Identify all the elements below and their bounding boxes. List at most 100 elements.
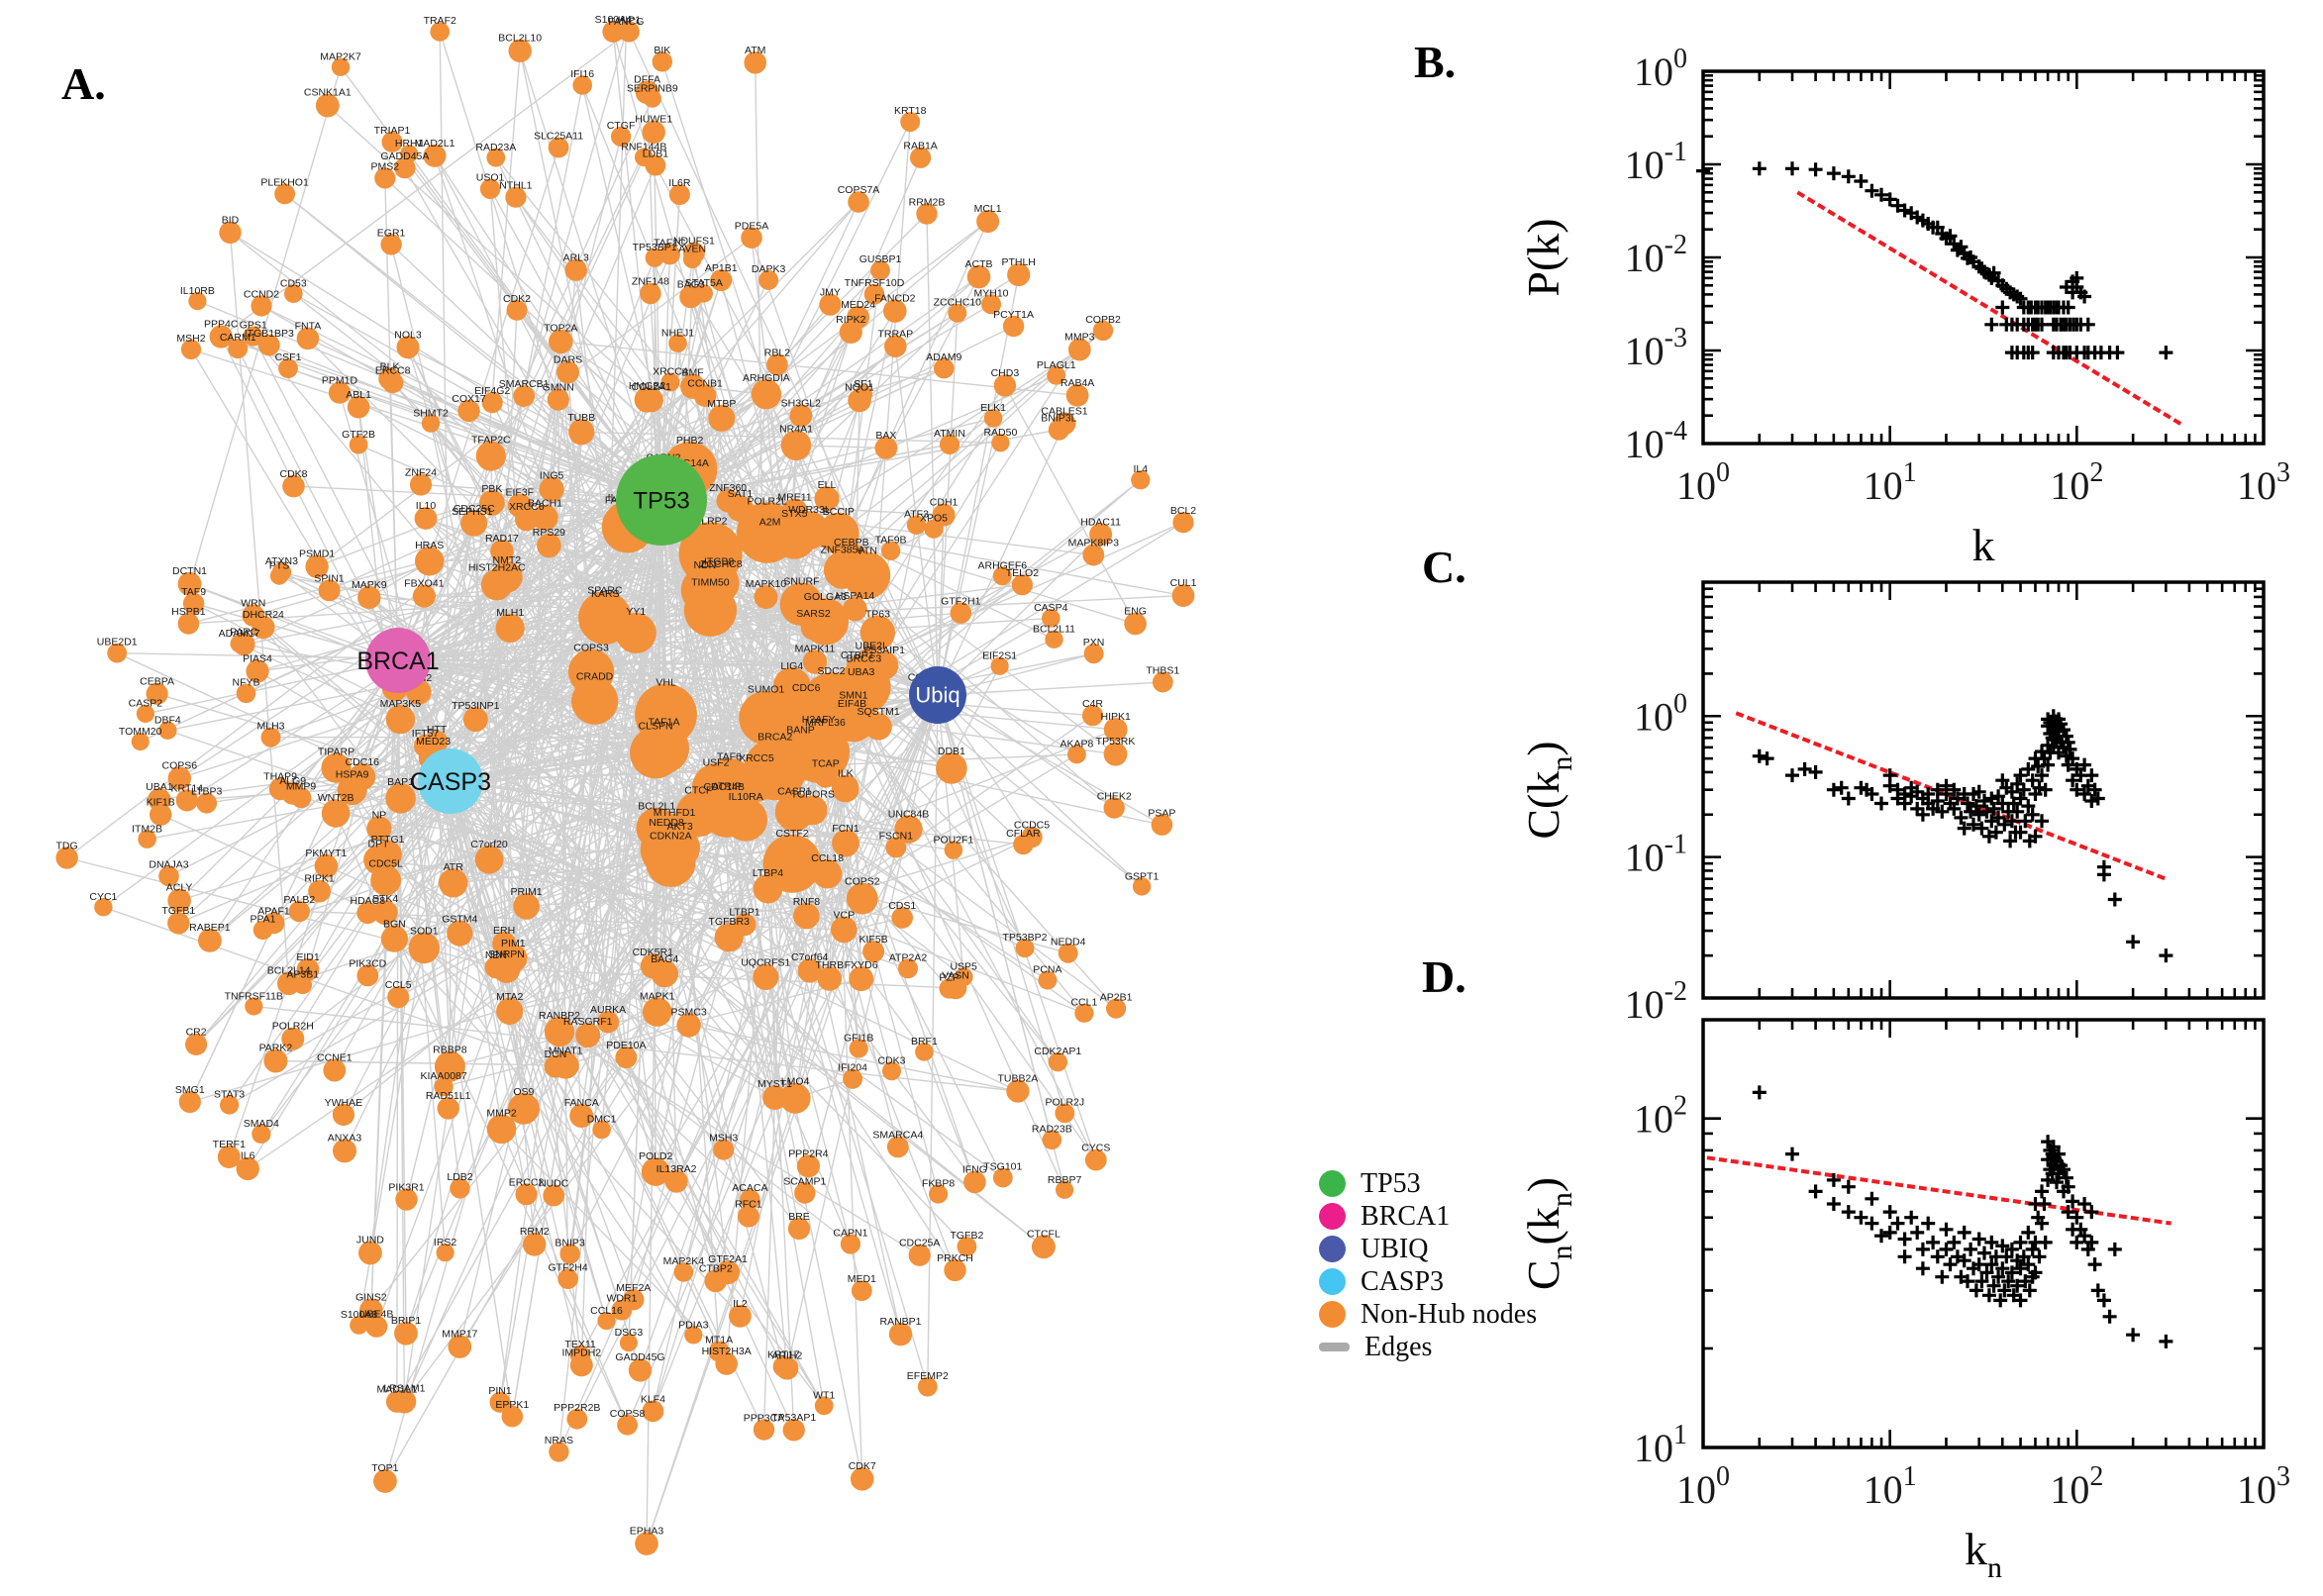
node-label: TIMM50 bbox=[691, 577, 730, 589]
network-edge bbox=[284, 193, 662, 501]
network-node bbox=[864, 713, 892, 741]
node-label: CDS1 bbox=[888, 900, 916, 912]
network-node bbox=[198, 929, 222, 952]
data-point bbox=[1834, 780, 1849, 795]
node-label: CDC25C bbox=[454, 503, 495, 515]
data-point bbox=[2013, 1293, 2028, 1308]
network-node bbox=[684, 1326, 703, 1345]
node-label: GINS2 bbox=[355, 1292, 387, 1304]
data-point bbox=[1826, 1172, 1841, 1187]
network-node bbox=[175, 789, 198, 812]
network-node bbox=[812, 858, 843, 889]
node-label: TOP1 bbox=[371, 1462, 398, 1474]
network-edge bbox=[927, 694, 939, 1387]
network-edge bbox=[557, 399, 878, 634]
network-node bbox=[278, 358, 298, 378]
network-node bbox=[252, 1124, 271, 1144]
node-label: BRIP1 bbox=[391, 1315, 422, 1327]
data-point bbox=[1991, 789, 2006, 804]
node-label: HSPB1 bbox=[171, 606, 206, 618]
network-node bbox=[966, 264, 991, 289]
network-node bbox=[146, 682, 168, 705]
data-point bbox=[2010, 1278, 2025, 1293]
data-point bbox=[1943, 229, 1958, 244]
network-node bbox=[323, 1058, 347, 1082]
node-label: DCN bbox=[545, 1048, 567, 1060]
network-node bbox=[539, 476, 564, 502]
network-node bbox=[434, 1077, 454, 1097]
node-label: S100A8 bbox=[341, 1309, 378, 1321]
network-edge bbox=[399, 719, 497, 968]
network-node bbox=[991, 434, 1010, 452]
network-node bbox=[447, 920, 473, 947]
data-point bbox=[1752, 161, 1767, 176]
node-label: AP3B1 bbox=[286, 968, 319, 980]
node-label: PCNA bbox=[1033, 964, 1061, 976]
network-node bbox=[366, 816, 392, 842]
node-label: NQO1 bbox=[845, 382, 874, 394]
network-edge bbox=[393, 938, 741, 1317]
network-node bbox=[167, 912, 190, 935]
node-label: CCL18 bbox=[811, 852, 844, 864]
data-point bbox=[1977, 794, 1991, 808]
network-node bbox=[668, 184, 690, 206]
network-node bbox=[94, 898, 113, 917]
node-label: MYH10 bbox=[973, 287, 1008, 299]
network-node bbox=[55, 847, 78, 869]
node-label: TGFB2 bbox=[950, 1230, 983, 1242]
node-label: ATXN3 bbox=[265, 555, 298, 567]
data-point bbox=[1961, 1274, 1974, 1289]
node-label: CHD3 bbox=[991, 367, 1020, 379]
data-point bbox=[1957, 1225, 1971, 1240]
network-node bbox=[983, 409, 1003, 428]
node-label: CSNK1A1 bbox=[304, 87, 352, 99]
panel-b-label: B. bbox=[1414, 37, 1457, 87]
node-label: RAB1A bbox=[903, 141, 937, 152]
data-point bbox=[2061, 300, 2075, 315]
network-edge bbox=[937, 313, 959, 696]
node-label: MMP2 bbox=[486, 1108, 516, 1120]
node-label: SMARCA4 bbox=[872, 1130, 923, 1142]
data-point bbox=[1974, 821, 1989, 836]
node-label: PPP2R2B bbox=[554, 1402, 600, 1414]
network-node bbox=[569, 1104, 594, 1128]
network-node bbox=[1132, 877, 1152, 896]
data-point bbox=[1808, 1184, 1823, 1199]
node-label: TP53INP1 bbox=[452, 700, 500, 712]
node-label: CDK2AP1 bbox=[1034, 1046, 1081, 1057]
node-label: RANBP2 bbox=[539, 1010, 580, 1022]
data-point bbox=[2126, 935, 2141, 949]
network-edge bbox=[471, 523, 511, 1012]
network-node bbox=[333, 1139, 356, 1163]
node-label: FXYD6 bbox=[845, 959, 878, 971]
node-label: PMS2 bbox=[371, 160, 400, 172]
network-edge bbox=[937, 423, 1065, 696]
node-label: BCL2L11 bbox=[1033, 624, 1075, 636]
data-point bbox=[1915, 1261, 1930, 1276]
data-point bbox=[2022, 1283, 2037, 1298]
network-edge bbox=[145, 659, 399, 715]
node-label: MAD1L1 bbox=[376, 1384, 417, 1396]
node-label: TAF6 bbox=[717, 751, 742, 763]
data-point bbox=[2035, 814, 2049, 829]
data-point bbox=[2018, 1274, 2033, 1289]
node-label: PLAGL1 bbox=[1037, 359, 1076, 371]
network-node bbox=[1055, 1103, 1075, 1124]
plot-ticks bbox=[1701, 69, 2266, 446]
network-node bbox=[305, 554, 329, 578]
node-label: SQSTM1 bbox=[858, 706, 900, 718]
network-edge bbox=[450, 780, 608, 1322]
network-node bbox=[863, 283, 885, 305]
node-label: MMP9 bbox=[286, 781, 316, 793]
network-node bbox=[236, 683, 256, 704]
network-edge bbox=[591, 660, 816, 673]
tick-label: 102 bbox=[1634, 1091, 1687, 1142]
node-label: RAD23A bbox=[475, 142, 516, 153]
network-edge bbox=[805, 715, 1093, 917]
network-node bbox=[1103, 718, 1128, 742]
data-point bbox=[1882, 1205, 1897, 1220]
node-label: RAD51L1 bbox=[426, 1090, 471, 1102]
network-node bbox=[676, 1013, 701, 1038]
node-label: THRB bbox=[816, 959, 845, 971]
